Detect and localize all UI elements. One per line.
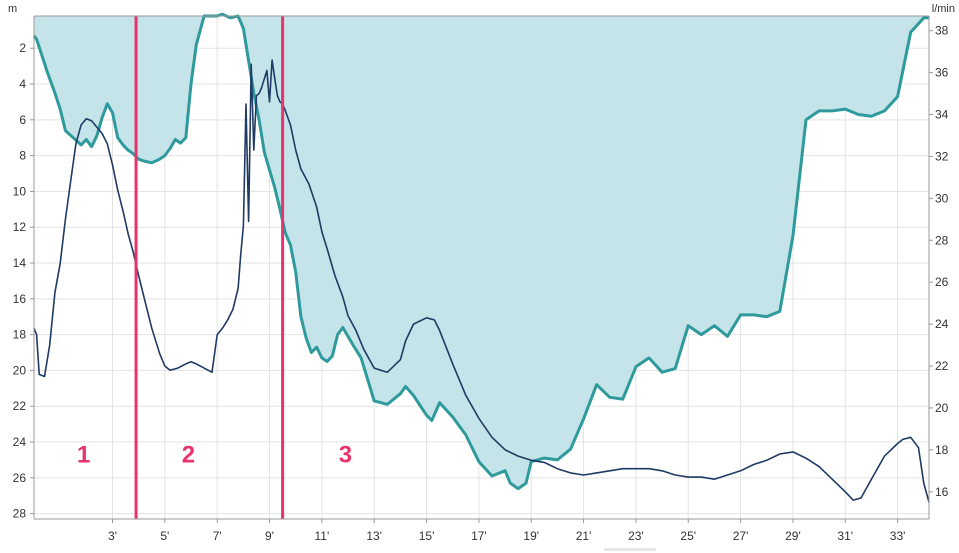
x-tick-label-2: 7' — [213, 529, 222, 543]
left-tick-label-5: 12 — [13, 220, 27, 234]
right-tick-label-0: 16 — [935, 485, 949, 499]
left-tick-label-3: 8 — [19, 149, 26, 163]
depth-area — [34, 14, 929, 489]
right-tick-label-2: 20 — [935, 401, 949, 415]
left-tick-label-1: 4 — [19, 77, 26, 91]
x-tick-label-11: 25' — [680, 529, 696, 543]
left-axis-unit: m — [8, 3, 17, 15]
phase-labels: 1 2 3 — [77, 442, 352, 469]
x-tick-label-9: 21' — [576, 529, 592, 543]
x-tick-label-5: 13' — [366, 529, 382, 543]
scroll-indicator[interactable] — [604, 548, 656, 551]
flow-rate-line — [33, 59, 930, 503]
right-tick-label-6: 28 — [935, 233, 949, 247]
right-tick-label-1: 18 — [935, 443, 949, 457]
x-tick-label-4: 11' — [314, 529, 329, 543]
right-tick-label-10: 36 — [935, 66, 949, 80]
left-tick-label-4: 10 — [13, 184, 27, 198]
phase-label-2: 2 — [182, 442, 195, 469]
left-tick-label-2: 6 — [19, 113, 26, 127]
left-tick-label-6: 14 — [13, 256, 27, 270]
right-tick-label-5: 26 — [935, 275, 949, 289]
x-tick-label-3: 9' — [265, 529, 274, 543]
right-tick-label-11: 38 — [935, 24, 949, 38]
right-tick-label-7: 30 — [935, 191, 949, 205]
left-tick-label-0: 2 — [19, 41, 26, 55]
x-tick-label-6: 15' — [419, 529, 435, 543]
left-tick-label-11: 24 — [13, 435, 27, 449]
left-tick-label-9: 20 — [13, 363, 27, 377]
x-tick-label-15: 33' — [890, 529, 906, 543]
x-tick-label-13: 29' — [785, 529, 801, 543]
x-tick-label-8: 19' — [523, 529, 539, 543]
phase-label-3: 3 — [339, 442, 352, 469]
left-tick-label-10: 22 — [13, 399, 27, 413]
axes: 2468101214161820222426281618202224262830… — [13, 15, 949, 543]
x-tick-label-12: 27' — [733, 529, 749, 543]
left-tick-label-13: 28 — [13, 507, 27, 521]
x-tick-label-1: 5' — [160, 529, 169, 543]
phase-markers — [134, 16, 285, 519]
right-tick-label-9: 34 — [935, 108, 949, 122]
x-tick-label-10: 23' — [628, 529, 644, 543]
depth-line — [32, 12, 929, 491]
right-axis-unit: l/min — [932, 3, 955, 15]
left-tick-label-8: 18 — [13, 328, 27, 342]
left-tick-label-12: 26 — [13, 471, 27, 485]
x-tick-label-14: 31' — [837, 529, 853, 543]
left-tick-label-7: 16 — [13, 292, 27, 306]
x-tick-label-7: 17' — [471, 529, 487, 543]
right-tick-label-8: 32 — [935, 149, 949, 163]
right-tick-label-3: 22 — [935, 359, 949, 373]
right-tick-label-4: 24 — [935, 317, 949, 331]
phase-label-1: 1 — [77, 442, 90, 469]
x-tick-label-0: 3' — [108, 529, 117, 543]
